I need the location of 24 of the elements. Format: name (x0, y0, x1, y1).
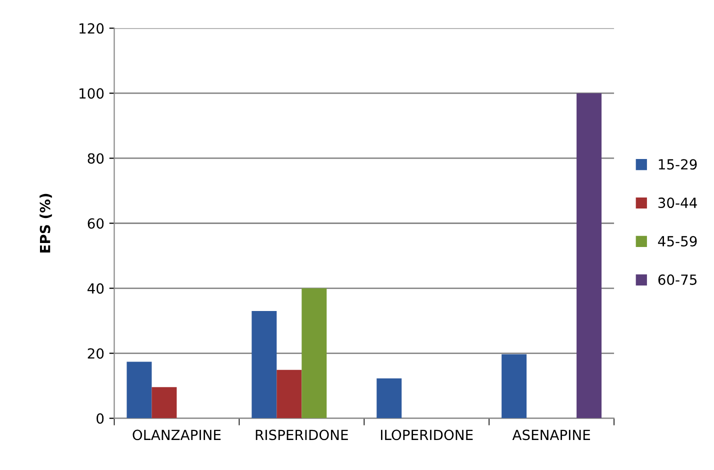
bar (576, 93, 602, 418)
bar (252, 311, 277, 418)
legend-label: 60-75 (658, 274, 697, 285)
y-tick-label: 120 (80, 23, 104, 34)
bar (152, 387, 177, 418)
bar (276, 370, 302, 418)
bar (302, 288, 327, 418)
y-tick-label: 80 (88, 153, 104, 164)
x-tick-label: OLANZAPINE (132, 430, 221, 440)
y-tick-label: 20 (88, 348, 104, 359)
bar (126, 362, 152, 418)
bar (502, 354, 527, 418)
y-tick-label: 100 (80, 88, 104, 99)
legend-label: 45-59 (658, 236, 697, 246)
x-tick-label: RISPERIDONE (256, 430, 348, 440)
x-tick-label: ASENAPINE (512, 430, 590, 440)
y-axis-title: EPS (%) (40, 194, 52, 253)
bar (376, 378, 402, 418)
y-tick-label: 0 (96, 413, 104, 424)
x-tick-label: ILOPERIDONE (381, 430, 473, 440)
legend-label: 15-29 (658, 159, 697, 170)
legend-label: 30-44 (658, 198, 697, 208)
y-tick-label: 40 (88, 283, 104, 294)
y-tick-label: 60 (88, 218, 104, 229)
